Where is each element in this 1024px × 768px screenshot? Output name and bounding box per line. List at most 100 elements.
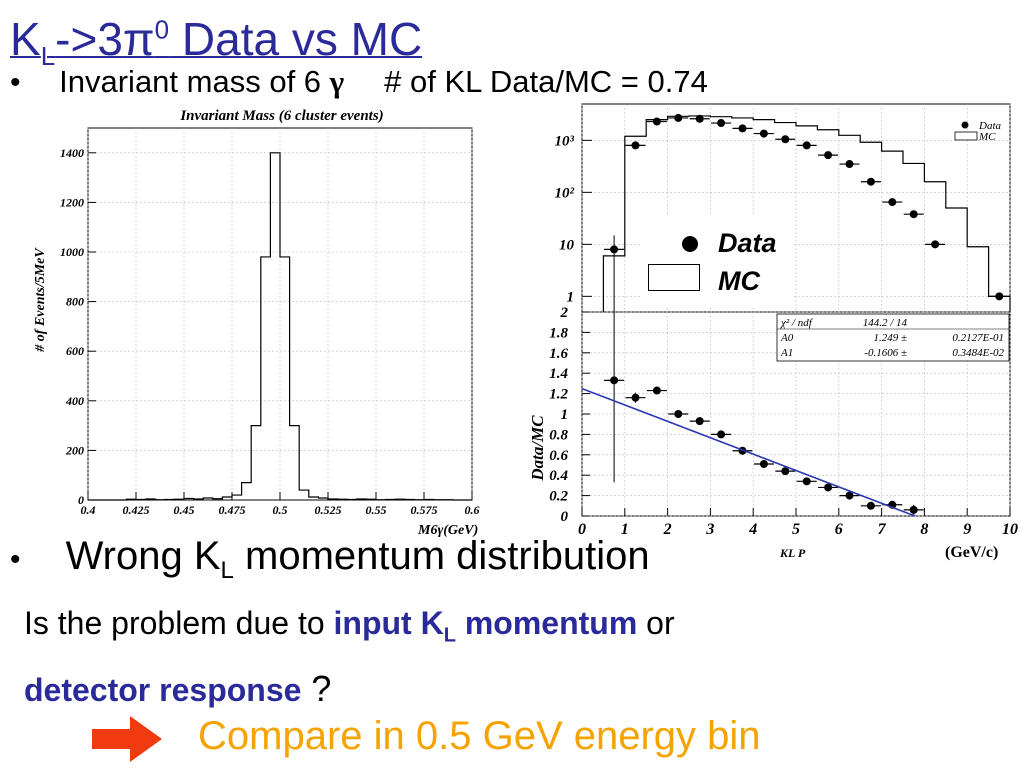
histogram-y-tick-label: 1200 bbox=[60, 195, 84, 209]
momentum-plot-area: 0 1 2 3 4 5 6 7 8 9 1011010²10³00.20.40.60.811.21.… bbox=[549, 103, 1018, 538]
bottom-y-tick-label: 0.8 bbox=[549, 427, 568, 443]
bullet2-post: momentum distribution bbox=[233, 534, 650, 578]
input-kl-sub: L bbox=[443, 624, 456, 647]
ratio-point bbox=[674, 410, 683, 418]
ratio-y-label: Data/MC bbox=[528, 415, 547, 482]
detector-response-text: detector response bbox=[24, 672, 302, 708]
data-point bbox=[931, 240, 940, 249]
bullet-wrong-momentum: • Wrong KL momentum distribution bbox=[10, 528, 650, 599]
momentum-x-tick-label: 9 bbox=[963, 521, 971, 538]
ratio-point bbox=[824, 483, 833, 492]
ratio-point bbox=[717, 430, 726, 439]
histogram-x-tick-label: 0.475 bbox=[219, 503, 246, 517]
histogram-y-tick-label: 1400 bbox=[60, 146, 84, 160]
momentum-x-tick-label: 5 bbox=[792, 521, 800, 538]
histogram-y-tick-label: 1000 bbox=[60, 245, 84, 259]
histogram-x-tick-label: 0.45 bbox=[174, 503, 195, 517]
bottom-y-tick-label: 0 bbox=[561, 509, 569, 525]
top-y-tick-label: 10³ bbox=[555, 133, 575, 149]
histogram-y-tick-label: 0 bbox=[78, 493, 84, 507]
bullet1-text: Invariant mass of 6 bbox=[59, 64, 330, 99]
momentum-x-tick-label: 6 bbox=[835, 521, 843, 538]
mc-histogram-line bbox=[602, 115, 1011, 312]
histogram-x-tick-label: 0.575 bbox=[411, 503, 438, 517]
data-point bbox=[652, 117, 661, 126]
data-point bbox=[738, 124, 747, 133]
fit-parameter-box bbox=[776, 313, 1010, 362]
top-y-tick-label: 10² bbox=[555, 185, 575, 201]
momentum-x-unit: (GeV/c) bbox=[945, 544, 998, 561]
legend-mc-box bbox=[648, 264, 700, 291]
data-point bbox=[866, 177, 875, 186]
fit-line bbox=[581, 387, 916, 517]
question-line-2: detector response ? bbox=[24, 664, 331, 715]
data-point bbox=[909, 210, 918, 219]
input-kl-text: input K bbox=[333, 605, 444, 641]
ratio-point bbox=[652, 386, 661, 395]
question-line-1: Is the problem due to input KL momentum … bbox=[24, 600, 675, 658]
histogram-x-tick-label: 0.55 bbox=[366, 503, 387, 517]
legend-data-marker bbox=[682, 236, 698, 252]
histogram-x-tick-label: 0.425 bbox=[123, 503, 150, 517]
histogram-x-tick-label: 0.4 bbox=[81, 503, 96, 517]
data-point bbox=[695, 114, 704, 123]
data-point bbox=[781, 135, 790, 144]
bottom-y-tick-label: 1 bbox=[561, 407, 569, 423]
question-or: or bbox=[637, 605, 675, 641]
momentum-x-tick-label: 3 bbox=[705, 521, 714, 538]
large-legend: Data MC bbox=[640, 214, 792, 306]
slide-title: KL->3π0 Data vs MC bbox=[10, 13, 423, 72]
question-mark: ? bbox=[301, 668, 332, 709]
fit-box-label: χ² / ndf bbox=[780, 317, 814, 329]
bullet-dot: • bbox=[10, 66, 21, 99]
data-point bbox=[631, 141, 640, 150]
data-point bbox=[824, 151, 833, 160]
right-arrow-icon bbox=[92, 716, 162, 762]
histogram-y-tick-label: 200 bbox=[65, 443, 84, 457]
momentum-x-tick-label: 1 bbox=[621, 521, 629, 538]
legend-mc-label: MC bbox=[718, 266, 760, 296]
momentum-x-tick-label: 8 bbox=[920, 521, 928, 538]
question-pre: Is the problem due to bbox=[24, 605, 334, 641]
data-point bbox=[717, 119, 726, 128]
small-legend-mc-box bbox=[954, 131, 978, 141]
ratio-point bbox=[631, 393, 640, 402]
histogram-y-tick-label: 400 bbox=[65, 394, 84, 408]
histogram-plot-area: 0 200 400 600 800 1000 1200 1400 0.4 0.425 0.45 0.4… bbox=[60, 127, 480, 517]
bottom-y-tick-label: 0.4 bbox=[549, 468, 568, 484]
histogram-x-tick-label: 0.6 bbox=[465, 503, 480, 517]
histogram-y-label: # of Events/5MeV bbox=[33, 247, 48, 353]
ratio-point bbox=[695, 417, 704, 426]
bottom-y-tick-label: 0.2 bbox=[549, 489, 568, 505]
data-point bbox=[995, 292, 1004, 301]
data-point bbox=[674, 113, 683, 122]
bottom-y-tick-label: 2 bbox=[560, 305, 569, 321]
histogram-y-tick-label: 600 bbox=[66, 344, 84, 358]
fit-box-value: 1.249 ± bbox=[873, 332, 907, 344]
ratio-point bbox=[866, 501, 875, 510]
bottom-y-tick-label: 1.8 bbox=[549, 325, 568, 341]
invariant-mass-histogram: Invariant Mass (6 cluster events) # of E… bbox=[33, 108, 480, 538]
histogram-x-label: M6γ(GeV) bbox=[417, 523, 478, 538]
top-y-tick-label: 1 bbox=[567, 289, 575, 305]
momentum-x-label: KL P bbox=[779, 546, 806, 560]
fit-box-label: A0 bbox=[780, 332, 794, 344]
compare-energy-bin-text: Compare in 0.5 GeV energy bin bbox=[198, 714, 761, 758]
fit-box-error: 0.3484E-02 bbox=[952, 347, 1004, 359]
bullet2-pre: Wrong K bbox=[65, 534, 221, 578]
fit-box-value: 144.2 / 14 bbox=[863, 317, 908, 329]
histogram-series-line bbox=[88, 152, 472, 501]
fit-box-error: 0.2127E-01 bbox=[952, 332, 1004, 344]
momentum-x-tick-label: 10 bbox=[1002, 521, 1018, 538]
histogram-x-tick-label: 0.525 bbox=[315, 503, 342, 517]
gamma-symbol: γ bbox=[329, 64, 345, 99]
bottom-y-tick-label: 0.6 bbox=[549, 448, 568, 464]
kl-momentum-chart: 0 1 2 3 4 5 6 7 8 9 1011010²10³00.20.40.60.811.21.… bbox=[528, 103, 1018, 561]
momentum-x-tick-label: 0 bbox=[578, 521, 586, 538]
fit-box-label: A1 bbox=[780, 347, 793, 359]
momentum-x-tick-label: 4 bbox=[748, 521, 757, 538]
momentum-x-tick-label: 2 bbox=[663, 521, 672, 538]
bullet-dot: • bbox=[10, 543, 21, 576]
top-y-tick-label: 10 bbox=[559, 237, 575, 253]
data-point bbox=[845, 160, 854, 169]
